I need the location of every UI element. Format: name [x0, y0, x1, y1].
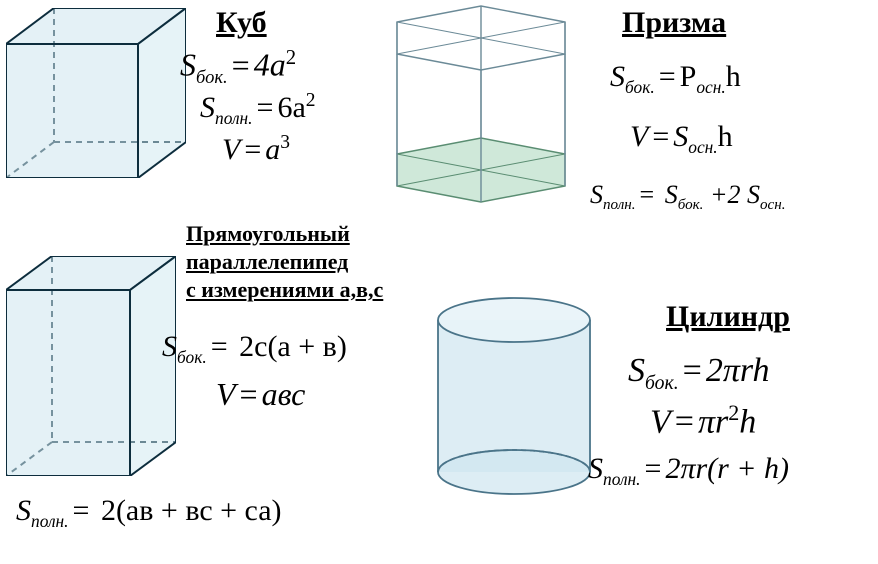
cylinder-title: Цилиндр [666, 300, 790, 334]
cylinder-shape [434, 296, 594, 496]
formula: Sбок.=Pосн.h [610, 60, 741, 98]
prism-title: Призма [622, 6, 726, 40]
formula: Sполн.=6a2 [200, 90, 316, 129]
formula: V=a3 [222, 132, 290, 167]
formula: Sбок.=4a2 [180, 46, 296, 89]
formula: V=Sосн.h [630, 120, 733, 158]
prism-shape [376, 4, 586, 204]
cube-shape [6, 8, 186, 178]
formula: Sполн.= 2(ав + вс + са) [16, 494, 282, 532]
formula: Sбок.= 2с(а + в) [162, 330, 347, 368]
formula: V=πr2h [650, 400, 756, 441]
formula: Sполн.=2πr(r + h) [588, 452, 789, 490]
cuboid-title: Прямоугольныйпараллелепипедс измерениями… [186, 220, 383, 304]
cube-title: Куб [216, 6, 267, 40]
formula: Sбок.=2πrh [628, 352, 770, 395]
formula: V=авс [216, 376, 305, 413]
cuboid-shape [6, 256, 176, 476]
formula: Sполн.= Sбок. +2 Sосн. [590, 180, 785, 214]
